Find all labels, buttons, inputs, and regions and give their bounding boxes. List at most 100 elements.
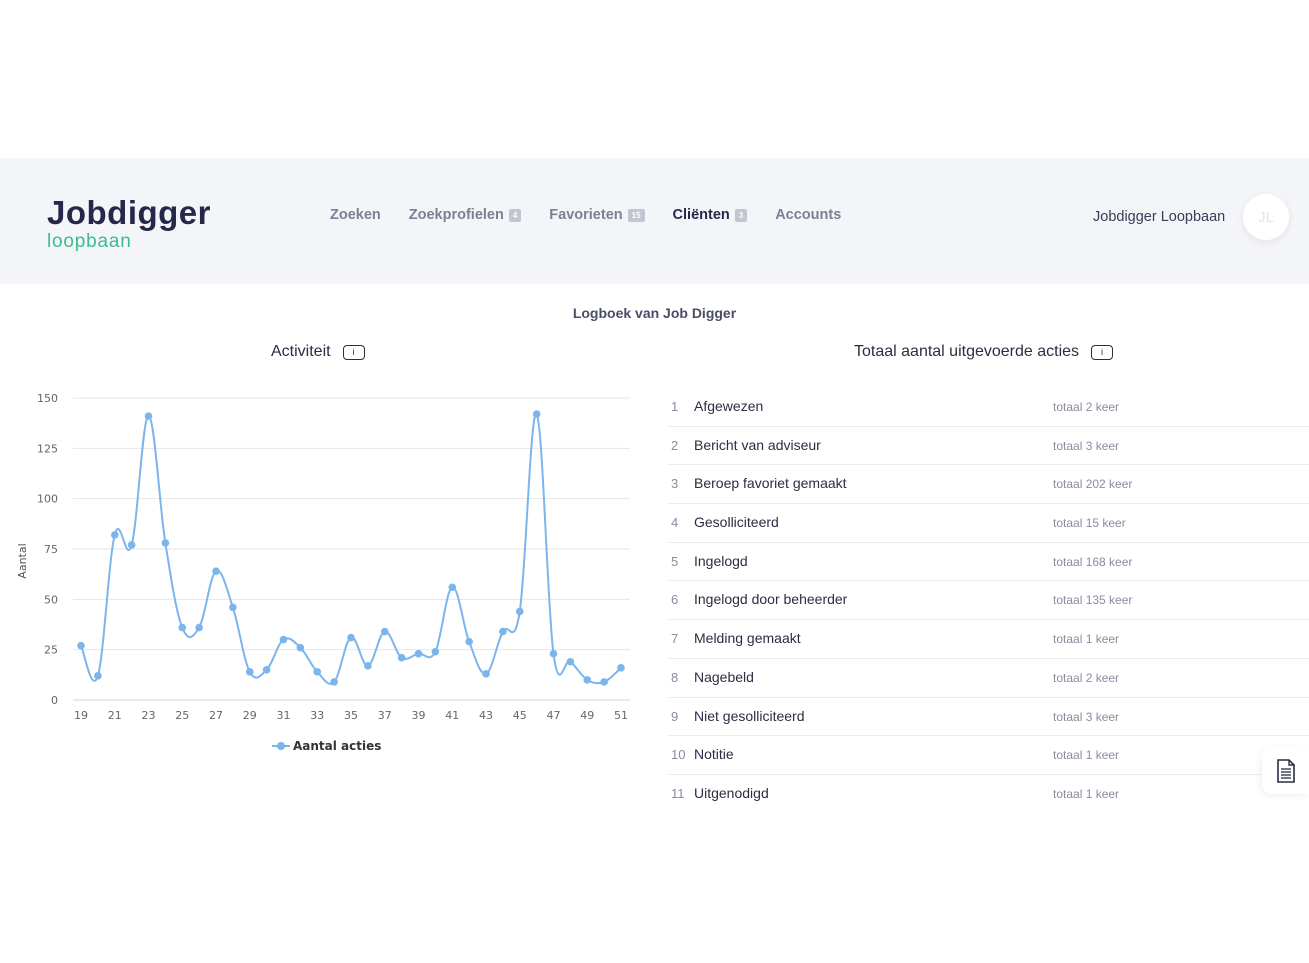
- y-tick-label: 0: [51, 694, 58, 707]
- x-tick-label: 45: [513, 709, 527, 722]
- jobdigger-logo[interactable]: Jobdigger loopbaan: [47, 196, 211, 252]
- data-point: [178, 623, 187, 632]
- action-row: 6 Ingelogd door beheerder totaal 135 keer: [668, 581, 1309, 621]
- action-label: Afgewezen: [694, 398, 764, 414]
- data-point: [465, 637, 473, 646]
- data-point: [482, 670, 490, 678]
- nav-label: Zoekprofielen: [408, 207, 504, 223]
- x-tick-label: 39: [412, 709, 426, 722]
- action-count: totaal 1 keer: [1053, 748, 1120, 763]
- action-number: 4: [671, 515, 679, 531]
- action-number: 3: [671, 476, 679, 492]
- nav-item-accounts[interactable]: Accounts: [775, 207, 841, 223]
- nav-item-clienten[interactable]: Cliënten 3: [673, 207, 748, 223]
- data-point: [262, 666, 271, 674]
- action-row: 4 Gesolliciteerd totaal 15 keer: [668, 504, 1309, 543]
- action-row: 3 Beroep favoriet gemaakt totaal 202 keer: [668, 465, 1309, 505]
- x-tick-label: 29: [243, 709, 257, 722]
- action-count: totaal 3 keer: [1053, 438, 1120, 453]
- count-badge: 3: [734, 208, 748, 222]
- nav-item-favorieten[interactable]: Favorieten 15: [549, 207, 645, 223]
- nav-label: Zoeken: [330, 207, 381, 223]
- x-tick-label: 27: [209, 709, 223, 722]
- count-badge: 15: [627, 208, 645, 222]
- data-point: [212, 567, 220, 575]
- action-label: Melding gemaakt: [694, 630, 801, 647]
- data-point: [414, 649, 423, 658]
- action-number: 8: [671, 669, 679, 685]
- action-count: totaal 15 keer: [1053, 516, 1126, 531]
- x-tick-label: 37: [378, 709, 392, 722]
- data-point: [94, 672, 102, 680]
- page-title: Logboek van Job Digger: [572, 305, 737, 321]
- nav-label: Favorieten: [549, 207, 623, 223]
- activity-chart: 0 25 50 75 100 125 150 19 21 23 25 27 29 31 33 35 37 39 41…: [16, 392, 630, 753]
- action-row: 1 Afgewezen totaal 2 keer: [668, 388, 1309, 427]
- action-row: 10 Notitie totaal 1 keer: [668, 736, 1309, 775]
- action-row: 8 Nagebeld totaal 2 keer: [668, 659, 1309, 698]
- action-label: Ingelogd door beheerder: [694, 591, 848, 608]
- action-number: 11: [671, 785, 685, 801]
- nav-item-zoekprofielen[interactable]: Zoekprofielen 4: [409, 207, 522, 223]
- action-row: 5 Ingelogd totaal 168 keer: [668, 543, 1309, 582]
- action-label: Uitgenodigd: [694, 784, 769, 801]
- legend-marker: [277, 742, 285, 750]
- data-point: [330, 678, 338, 686]
- logo-main-text: Jobdigger: [47, 194, 212, 231]
- action-count: totaal 2 keer: [1053, 670, 1120, 685]
- y-tick-label: 75: [44, 543, 58, 556]
- data-point: [397, 653, 406, 662]
- action-label: Ingelogd: [694, 552, 748, 569]
- action-count: totaal 3 keer: [1053, 709, 1120, 724]
- action-count: totaal 135 keer: [1053, 593, 1133, 608]
- data-point: [77, 641, 85, 650]
- x-tick-label: 19: [74, 709, 88, 722]
- activity-title: Activiteit i: [271, 343, 365, 361]
- action-count: totaal 2 keer: [1053, 400, 1120, 414]
- main-nav: Zoeken Zoekprofielen 4 Favorieten 15 Cli…: [330, 207, 869, 223]
- action-label: Beroep favoriet gemaakt: [694, 475, 847, 492]
- x-tick-label: 31: [277, 709, 291, 722]
- x-tick-label: 35: [344, 709, 358, 722]
- x-tick-label: 25: [175, 709, 189, 722]
- legend-label: Aantal acties: [293, 739, 381, 753]
- action-row: 7 Melding gemaakt totaal 1 keer: [668, 620, 1309, 659]
- action-count: totaal 202 keer: [1053, 477, 1133, 492]
- data-point: [347, 633, 355, 642]
- data-point: [144, 412, 153, 420]
- data-point: [380, 627, 389, 636]
- nav-label: Accounts: [775, 207, 842, 223]
- data-point: [600, 678, 608, 686]
- data-point: [364, 661, 372, 670]
- action-number: 5: [671, 553, 679, 569]
- action-number: 9: [671, 708, 679, 724]
- data-point: [161, 539, 170, 547]
- data-point: [245, 668, 254, 676]
- action-number: 6: [671, 592, 679, 608]
- y-axis-label: Aantal: [16, 543, 29, 578]
- totals-title-text: Totaal aantal uitgevoerde acties: [854, 343, 1080, 360]
- x-tick-label: 51: [614, 709, 628, 722]
- info-icon[interactable]: i: [1091, 344, 1114, 360]
- logo-sub-text: loopbaan: [47, 231, 132, 252]
- action-count: totaal 1 keer: [1053, 632, 1120, 647]
- info-icon[interactable]: i: [342, 344, 365, 360]
- x-tick-label: 41: [445, 709, 459, 722]
- avatar[interactable]: JL: [1243, 194, 1289, 240]
- data-point: [279, 635, 288, 644]
- data-point: [566, 657, 575, 666]
- y-tick-label: 125: [37, 442, 58, 455]
- data-point: [110, 531, 119, 539]
- user-name[interactable]: Jobdigger Loopbaan: [1093, 209, 1226, 225]
- data-point: [127, 541, 136, 549]
- document-button[interactable]: [1262, 748, 1309, 794]
- nav-item-zoeken[interactable]: Zoeken: [330, 207, 381, 223]
- action-number: 10: [671, 747, 686, 763]
- data-point: [583, 676, 592, 684]
- data-point: [549, 649, 558, 658]
- action-label: Niet gesolliciteerd: [694, 707, 805, 724]
- x-tick-label: 21: [108, 709, 122, 722]
- data-point: [532, 410, 541, 418]
- data-point: [229, 603, 237, 612]
- document-icon: [1276, 759, 1295, 783]
